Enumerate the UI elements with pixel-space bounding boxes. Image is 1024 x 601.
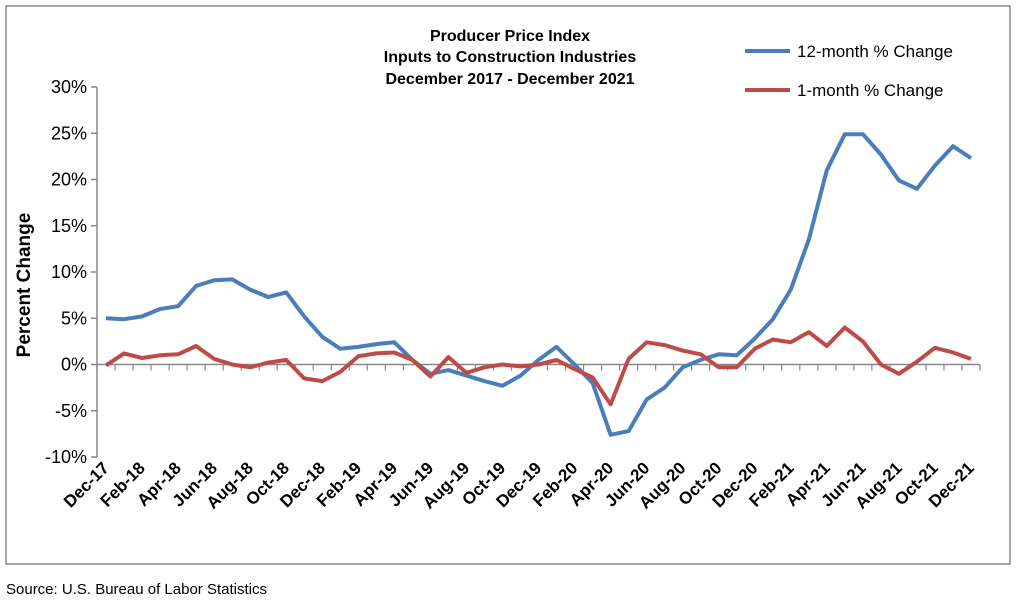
y-tick-label: 5% — [61, 308, 87, 328]
legend-label: 1-month % Change — [797, 81, 943, 100]
y-tick-label: -5% — [55, 401, 87, 421]
chart-title: December 2017 - December 2021 — [385, 71, 634, 88]
data-line — [105, 132, 973, 437]
y-axis-label: Percent Change — [14, 213, 35, 358]
chart-frame — [5, 5, 1011, 565]
legend-label: 12-month % Change — [797, 42, 953, 61]
y-tick-label: -10% — [45, 447, 87, 467]
chart-title: Producer Price Index — [430, 28, 590, 45]
y-tick-label: 25% — [51, 123, 87, 143]
data-line — [104, 325, 972, 407]
y-tick-label: 0% — [61, 355, 87, 375]
y-tick-label: 30% — [51, 77, 87, 97]
chart-title: Inputs to Construction Industries — [384, 49, 637, 66]
y-tick-label: 15% — [51, 216, 87, 236]
y-tick-label: 20% — [51, 170, 87, 190]
y-tick-label: 10% — [51, 262, 87, 282]
source-note: Source: U.S. Bureau of Labor Statistics — [6, 581, 267, 598]
